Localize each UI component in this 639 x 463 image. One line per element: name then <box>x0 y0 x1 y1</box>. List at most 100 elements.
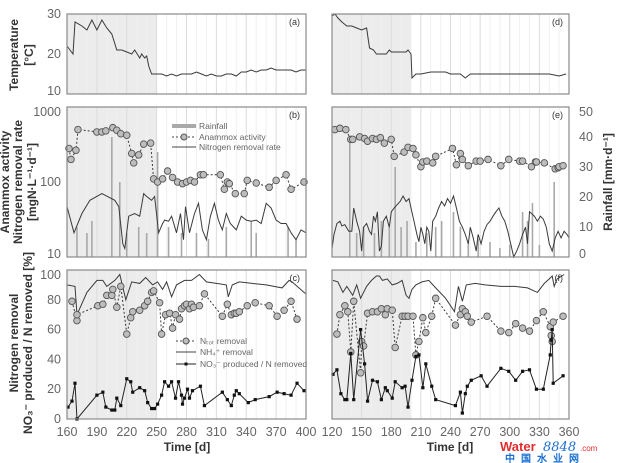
series-line <box>68 127 305 195</box>
shaded-region <box>67 14 157 94</box>
circle-marker <box>74 125 82 134</box>
square-marker <box>176 380 181 384</box>
square-marker <box>234 389 238 393</box>
circle-marker <box>412 151 420 159</box>
circle-marker <box>189 303 198 312</box>
circle-marker <box>448 144 457 153</box>
circle-marker <box>400 148 408 156</box>
square-marker <box>359 328 363 332</box>
square-marker <box>166 384 171 388</box>
square-marker <box>180 402 185 406</box>
circle-marker <box>427 312 436 320</box>
square-marker <box>379 398 383 402</box>
square-marker <box>185 387 190 391</box>
rainfall-bar <box>111 137 113 257</box>
square-marker <box>160 393 164 397</box>
circle-marker <box>282 170 290 179</box>
legend-b: Rainfall Anammox activity Nitrogen remov… <box>172 121 281 152</box>
square-marker <box>549 338 553 342</box>
panel-label: (d) <box>552 17 563 27</box>
x-tick-label: 340 <box>236 425 257 439</box>
square-marker <box>182 396 187 400</box>
circle-marker <box>483 312 491 320</box>
square-marker <box>393 380 397 384</box>
circle-marker <box>527 162 536 171</box>
circle-marker <box>128 307 137 316</box>
circle-marker <box>476 157 484 165</box>
square-marker <box>101 390 105 394</box>
circle-marker <box>505 328 513 337</box>
panel-frame <box>66 13 307 95</box>
rainfall-bar <box>459 227 462 257</box>
x-tick-label: 300 <box>499 425 520 439</box>
square-marker <box>146 401 150 405</box>
circle-marker <box>419 313 427 322</box>
square-marker <box>198 384 203 388</box>
circle-marker <box>272 176 280 185</box>
circle-marker <box>102 127 110 135</box>
square-marker <box>253 398 257 402</box>
circle-marker <box>67 155 75 164</box>
series-no-produced-n-removed <box>66 377 306 421</box>
circle-marker <box>265 302 273 310</box>
rainfall-bar <box>250 221 253 257</box>
panel-e: (e) 0 10 20 30 40 50 <box>331 105 593 261</box>
circle-marker <box>348 135 357 144</box>
square-marker <box>229 403 233 408</box>
series-temperature <box>331 13 567 80</box>
square-marker <box>179 393 184 397</box>
rainfall-bar <box>167 227 170 257</box>
panel-label: (b) <box>289 110 300 120</box>
circle-marker <box>463 312 472 320</box>
circle-marker <box>293 315 301 323</box>
square-marker <box>400 386 404 390</box>
square-marker <box>527 368 532 372</box>
time-axis-label-right: Time [d] <box>427 440 473 454</box>
no3-ratio-axis-label: NO₃⁻ produced / N removed [%] <box>21 252 35 434</box>
rainfall-bar <box>86 233 88 257</box>
square-marker <box>463 392 467 396</box>
series-nh-removal <box>332 274 565 314</box>
circle-marker <box>149 287 158 295</box>
nrr-unit-label: [mgN·L⁻¹·d⁻¹] <box>25 143 39 221</box>
circle-marker <box>559 312 567 320</box>
x-tick-label: 360 <box>559 425 580 439</box>
square-marker <box>460 411 464 415</box>
square-marker <box>220 390 224 394</box>
series-temperature <box>66 18 306 77</box>
series-nh-removal <box>66 273 307 315</box>
circle-marker <box>390 152 398 161</box>
square-marker <box>66 405 70 409</box>
square-marker <box>534 387 539 391</box>
square-marker <box>190 389 195 393</box>
y-tick-label: 1000 <box>33 105 61 119</box>
circle-marker <box>243 302 251 310</box>
series-anammox-activity <box>331 124 567 173</box>
panel-a: (a) 10 20 30 <box>47 7 307 98</box>
y-tick-label: 80 <box>47 293 61 307</box>
circle-marker <box>451 321 460 329</box>
circle-marker <box>518 324 527 332</box>
circle-marker <box>359 342 368 350</box>
rainfall-bar <box>125 233 128 257</box>
square-marker <box>173 396 178 400</box>
circle-marker <box>200 290 209 298</box>
circle-marker <box>540 159 549 167</box>
square-marker <box>414 354 418 359</box>
rainfall-bar <box>207 239 210 257</box>
square-marker <box>289 393 293 397</box>
circle-marker <box>464 161 473 170</box>
panel-frame <box>66 269 307 420</box>
time-axis-label-left: Time [d] <box>164 440 210 454</box>
circle-marker <box>251 299 259 307</box>
circle-marker <box>135 306 144 314</box>
square-marker <box>345 398 349 402</box>
rainfall-bar <box>538 245 541 257</box>
x-tick-label: 270 <box>470 425 491 439</box>
square-marker <box>70 399 74 403</box>
circle-marker <box>349 297 358 306</box>
circle-marker <box>139 140 148 148</box>
temperature-unit-label: [°C] <box>22 44 36 65</box>
legend-rainfall-swatch <box>172 124 196 128</box>
